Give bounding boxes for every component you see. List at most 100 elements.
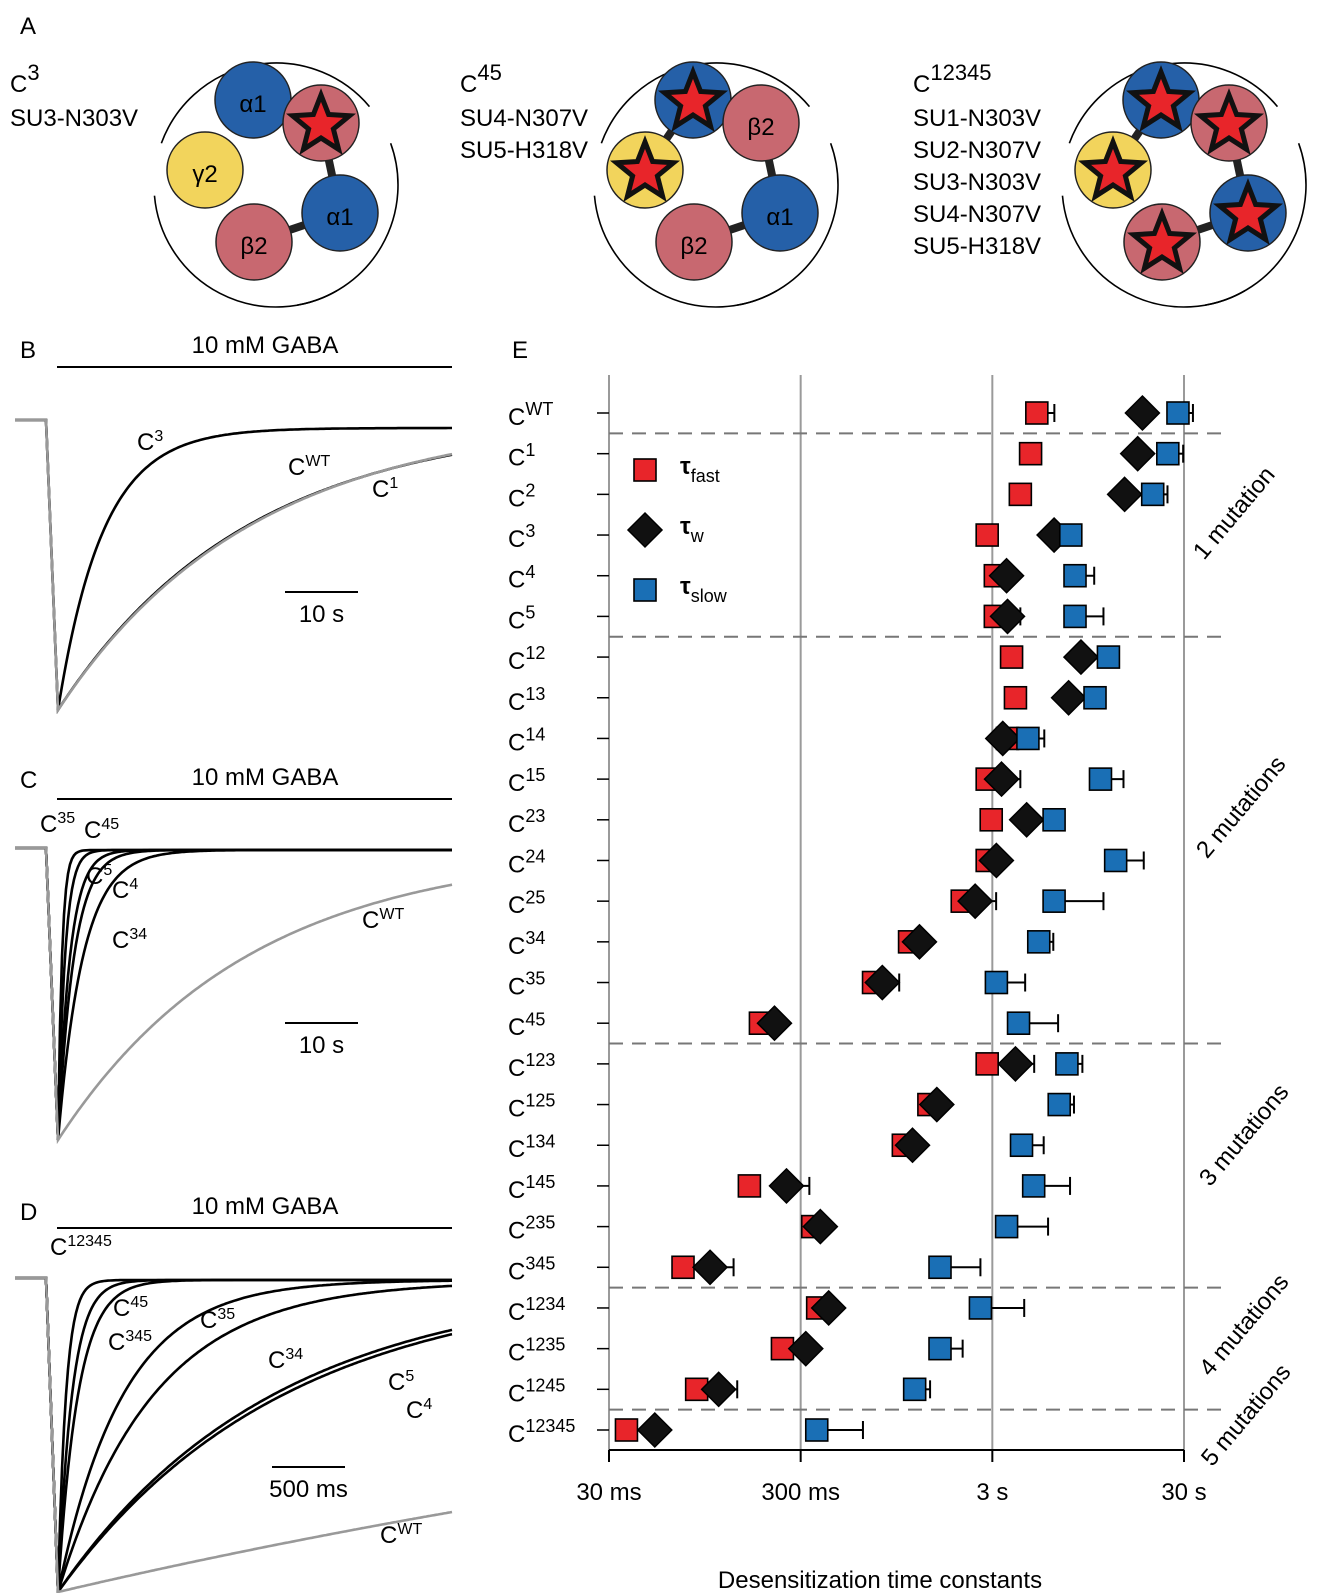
diamond-marker	[984, 720, 1021, 757]
construct-name: C3	[10, 60, 40, 98]
diamond-marker	[1062, 639, 1100, 676]
subunit-label: α1	[326, 204, 353, 231]
y-tick-label: C125	[508, 1091, 555, 1123]
mutation: SU3-N303V	[10, 105, 138, 132]
square-marker	[1025, 401, 1049, 425]
star	[657, 65, 729, 132]
trace-label: C3	[137, 428, 163, 456]
square-marker	[1009, 1133, 1034, 1158]
trace	[15, 846, 453, 1145]
square-marker	[975, 523, 999, 547]
square-marker	[928, 1255, 952, 1280]
construct-name: C12345	[913, 60, 992, 98]
square-marker	[1016, 726, 1040, 751]
trace-label: CWT	[362, 906, 404, 934]
y-tick-label: C34	[508, 928, 545, 960]
trace-label: C345	[108, 1328, 152, 1356]
trace	[15, 1276, 452, 1593]
y-tick-label: C13	[508, 684, 545, 716]
subunit-label: β2	[240, 233, 267, 260]
panel-letter: D	[20, 1199, 37, 1226]
square-marker	[968, 1296, 993, 1320]
legend-label: τw	[680, 513, 705, 546]
y-tick-label: C145	[508, 1172, 555, 1204]
diamond-marker	[768, 1167, 805, 1204]
subunit-label: γ2	[192, 161, 217, 188]
panel-letter: A	[20, 13, 36, 40]
diamond-marker	[1050, 679, 1087, 716]
trace-label: C5	[86, 862, 112, 890]
trace-label: C45	[84, 816, 119, 844]
square-marker	[1156, 441, 1180, 466]
legend-marker	[633, 458, 657, 482]
trace	[15, 418, 452, 711]
square-marker	[979, 807, 1004, 832]
square-marker	[1026, 930, 1051, 954]
y-tick-label: C134	[508, 1131, 555, 1163]
diamond-marker	[894, 1127, 931, 1164]
square-marker	[1088, 767, 1113, 791]
diamond-marker	[787, 1330, 824, 1367]
trace-label: C35	[200, 1306, 235, 1334]
trace-label: C1	[372, 475, 398, 503]
square-marker	[928, 1336, 952, 1361]
trace-label: C12345	[50, 1233, 112, 1261]
square-marker	[804, 1418, 829, 1442]
y-tick-label: C25	[508, 887, 545, 919]
subunit-label: β2	[747, 114, 774, 141]
x-tick-label: 30 ms	[576, 1479, 641, 1506]
legend-label: τfast	[680, 453, 720, 486]
diamond-marker	[810, 1289, 847, 1327]
y-tick-label: C35	[508, 969, 545, 1001]
y-tick-label: C2	[508, 480, 535, 512]
arc	[593, 195, 778, 308]
legend-marker	[633, 578, 657, 602]
y-tick-label: C1235	[508, 1335, 565, 1367]
square-marker	[671, 1255, 695, 1280]
mutation: SU4-N307V	[913, 201, 1041, 228]
diamond-marker	[988, 557, 1025, 594]
square-marker	[1063, 563, 1087, 588]
star	[1193, 88, 1265, 155]
trace	[15, 1276, 453, 1593]
trace-label: C5	[388, 1368, 414, 1396]
mutation: SU5-H318V	[460, 137, 588, 164]
trace-label: C45	[113, 1294, 148, 1322]
subunit-label: α1	[766, 204, 793, 231]
square-marker	[1008, 482, 1033, 507]
panel-letter: B	[20, 337, 36, 364]
diamond-marker	[997, 1045, 1034, 1082]
trace	[15, 1276, 453, 1593]
trace-label: C34	[268, 1346, 303, 1374]
trace	[15, 1276, 453, 1593]
star	[1077, 135, 1149, 202]
subunit	[741, 174, 819, 252]
scale-bar-label: 500 ms	[269, 1476, 348, 1503]
square-marker	[1003, 685, 1028, 710]
y-tick-label: C1245	[508, 1375, 565, 1407]
trace-label: CWT	[288, 453, 330, 481]
square-marker	[1166, 401, 1190, 425]
star	[1125, 65, 1197, 132]
square-marker	[984, 970, 1009, 995]
trace-label: CWT	[380, 1521, 422, 1549]
diamond-marker	[901, 923, 938, 960]
diamond-marker	[864, 964, 901, 1001]
square-marker	[975, 1052, 999, 1076]
x-tick-label: 300 ms	[761, 1479, 840, 1506]
diamond-marker	[700, 1371, 737, 1408]
diamond-marker	[636, 1411, 673, 1449]
subunit	[215, 203, 293, 281]
x-tick-label: 30 s	[1161, 1479, 1206, 1506]
square-marker	[1042, 807, 1066, 832]
square-marker	[999, 645, 1024, 669]
panel-letter: E	[512, 337, 528, 364]
scale-bar-label: 10 s	[299, 1032, 344, 1059]
y-tick-label: C1234	[508, 1294, 565, 1326]
star	[1126, 207, 1198, 274]
star	[1212, 178, 1284, 245]
y-tick-label: C12	[508, 643, 545, 675]
square-marker	[1042, 889, 1066, 913]
trace	[15, 846, 452, 1141]
